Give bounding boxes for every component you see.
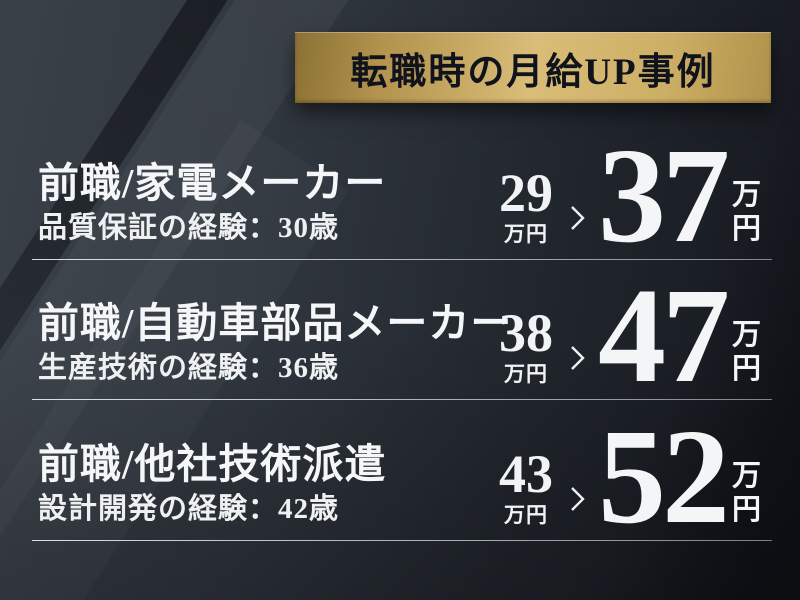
case-subtitle: 生産技術の経験：36歳 [38, 352, 340, 384]
salary-before: 38 万円 [497, 302, 555, 388]
page-title: 転職時の月給UP事例 [350, 51, 716, 93]
salary-after-unit: 万 円 [732, 462, 761, 525]
salary-after-unit: 万 円 [732, 321, 761, 384]
salary-before: 29 万円 [497, 162, 555, 248]
salary-after: 37 万 円 [598, 121, 761, 272]
case-subtitle: 品質保証の経験：30歳 [38, 212, 340, 244]
salary-before-value: 29 [499, 162, 553, 223]
row-divider [32, 398, 772, 400]
salary-before: 43 万円 [497, 443, 555, 529]
unit-char-en: 円 [732, 494, 762, 526]
case-row-3: 前職/他社技術派遣 設計開発の経験：42歳 43 万円 52 万 円 [0, 400, 800, 553]
salary-after: 52 万 円 [598, 402, 761, 553]
salary-after-unit: 万 円 [732, 181, 761, 244]
salary-after-value: 37 [598, 121, 730, 272]
salary-before-unit: 万円 [504, 362, 548, 386]
title-banner: 転職時の月給UP事例 [295, 32, 771, 103]
arrow-right-icon [571, 206, 585, 230]
salary-after-value: 52 [598, 402, 730, 553]
salary-after: 47 万 円 [598, 261, 761, 412]
unit-char-en: 円 [732, 353, 762, 385]
unit-char-man: 万 [732, 179, 762, 211]
row-divider [32, 539, 772, 541]
salary-before-value: 43 [499, 443, 553, 504]
case-info: 前職/他社技術派遣 設計開発の経験：42歳 [38, 444, 386, 524]
case-info: 前職/自動車部品メーカー 生産技術の経験：36歳 [38, 303, 512, 383]
case-row-2: 前職/自動車部品メーカー 生産技術の経験：36歳 38 万円 47 万 円 [0, 259, 800, 412]
salary-before-value: 38 [499, 302, 553, 363]
case-title: 前職/他社技術派遣 [38, 441, 387, 487]
case-row-1: 前職/家電メーカー 品質保証の経験：30歳 29 万円 37 万 円 [0, 119, 800, 272]
case-info: 前職/家電メーカー 品質保証の経験：30歳 [38, 163, 386, 243]
arrow-right-icon [571, 487, 585, 511]
arrow-right-icon [571, 346, 585, 370]
case-subtitle: 設計開発の経験：42歳 [38, 493, 340, 525]
case-title: 前職/家電メーカー [38, 160, 387, 206]
salary-before-unit: 万円 [504, 222, 548, 246]
unit-char-man: 万 [732, 319, 762, 351]
case-title: 前職/自動車部品メーカー [38, 300, 513, 346]
salary-after-value: 47 [598, 261, 730, 412]
unit-char-man: 万 [732, 460, 762, 492]
salary-before-unit: 万円 [504, 503, 548, 527]
unit-char-en: 円 [732, 213, 762, 245]
row-divider [32, 258, 772, 260]
